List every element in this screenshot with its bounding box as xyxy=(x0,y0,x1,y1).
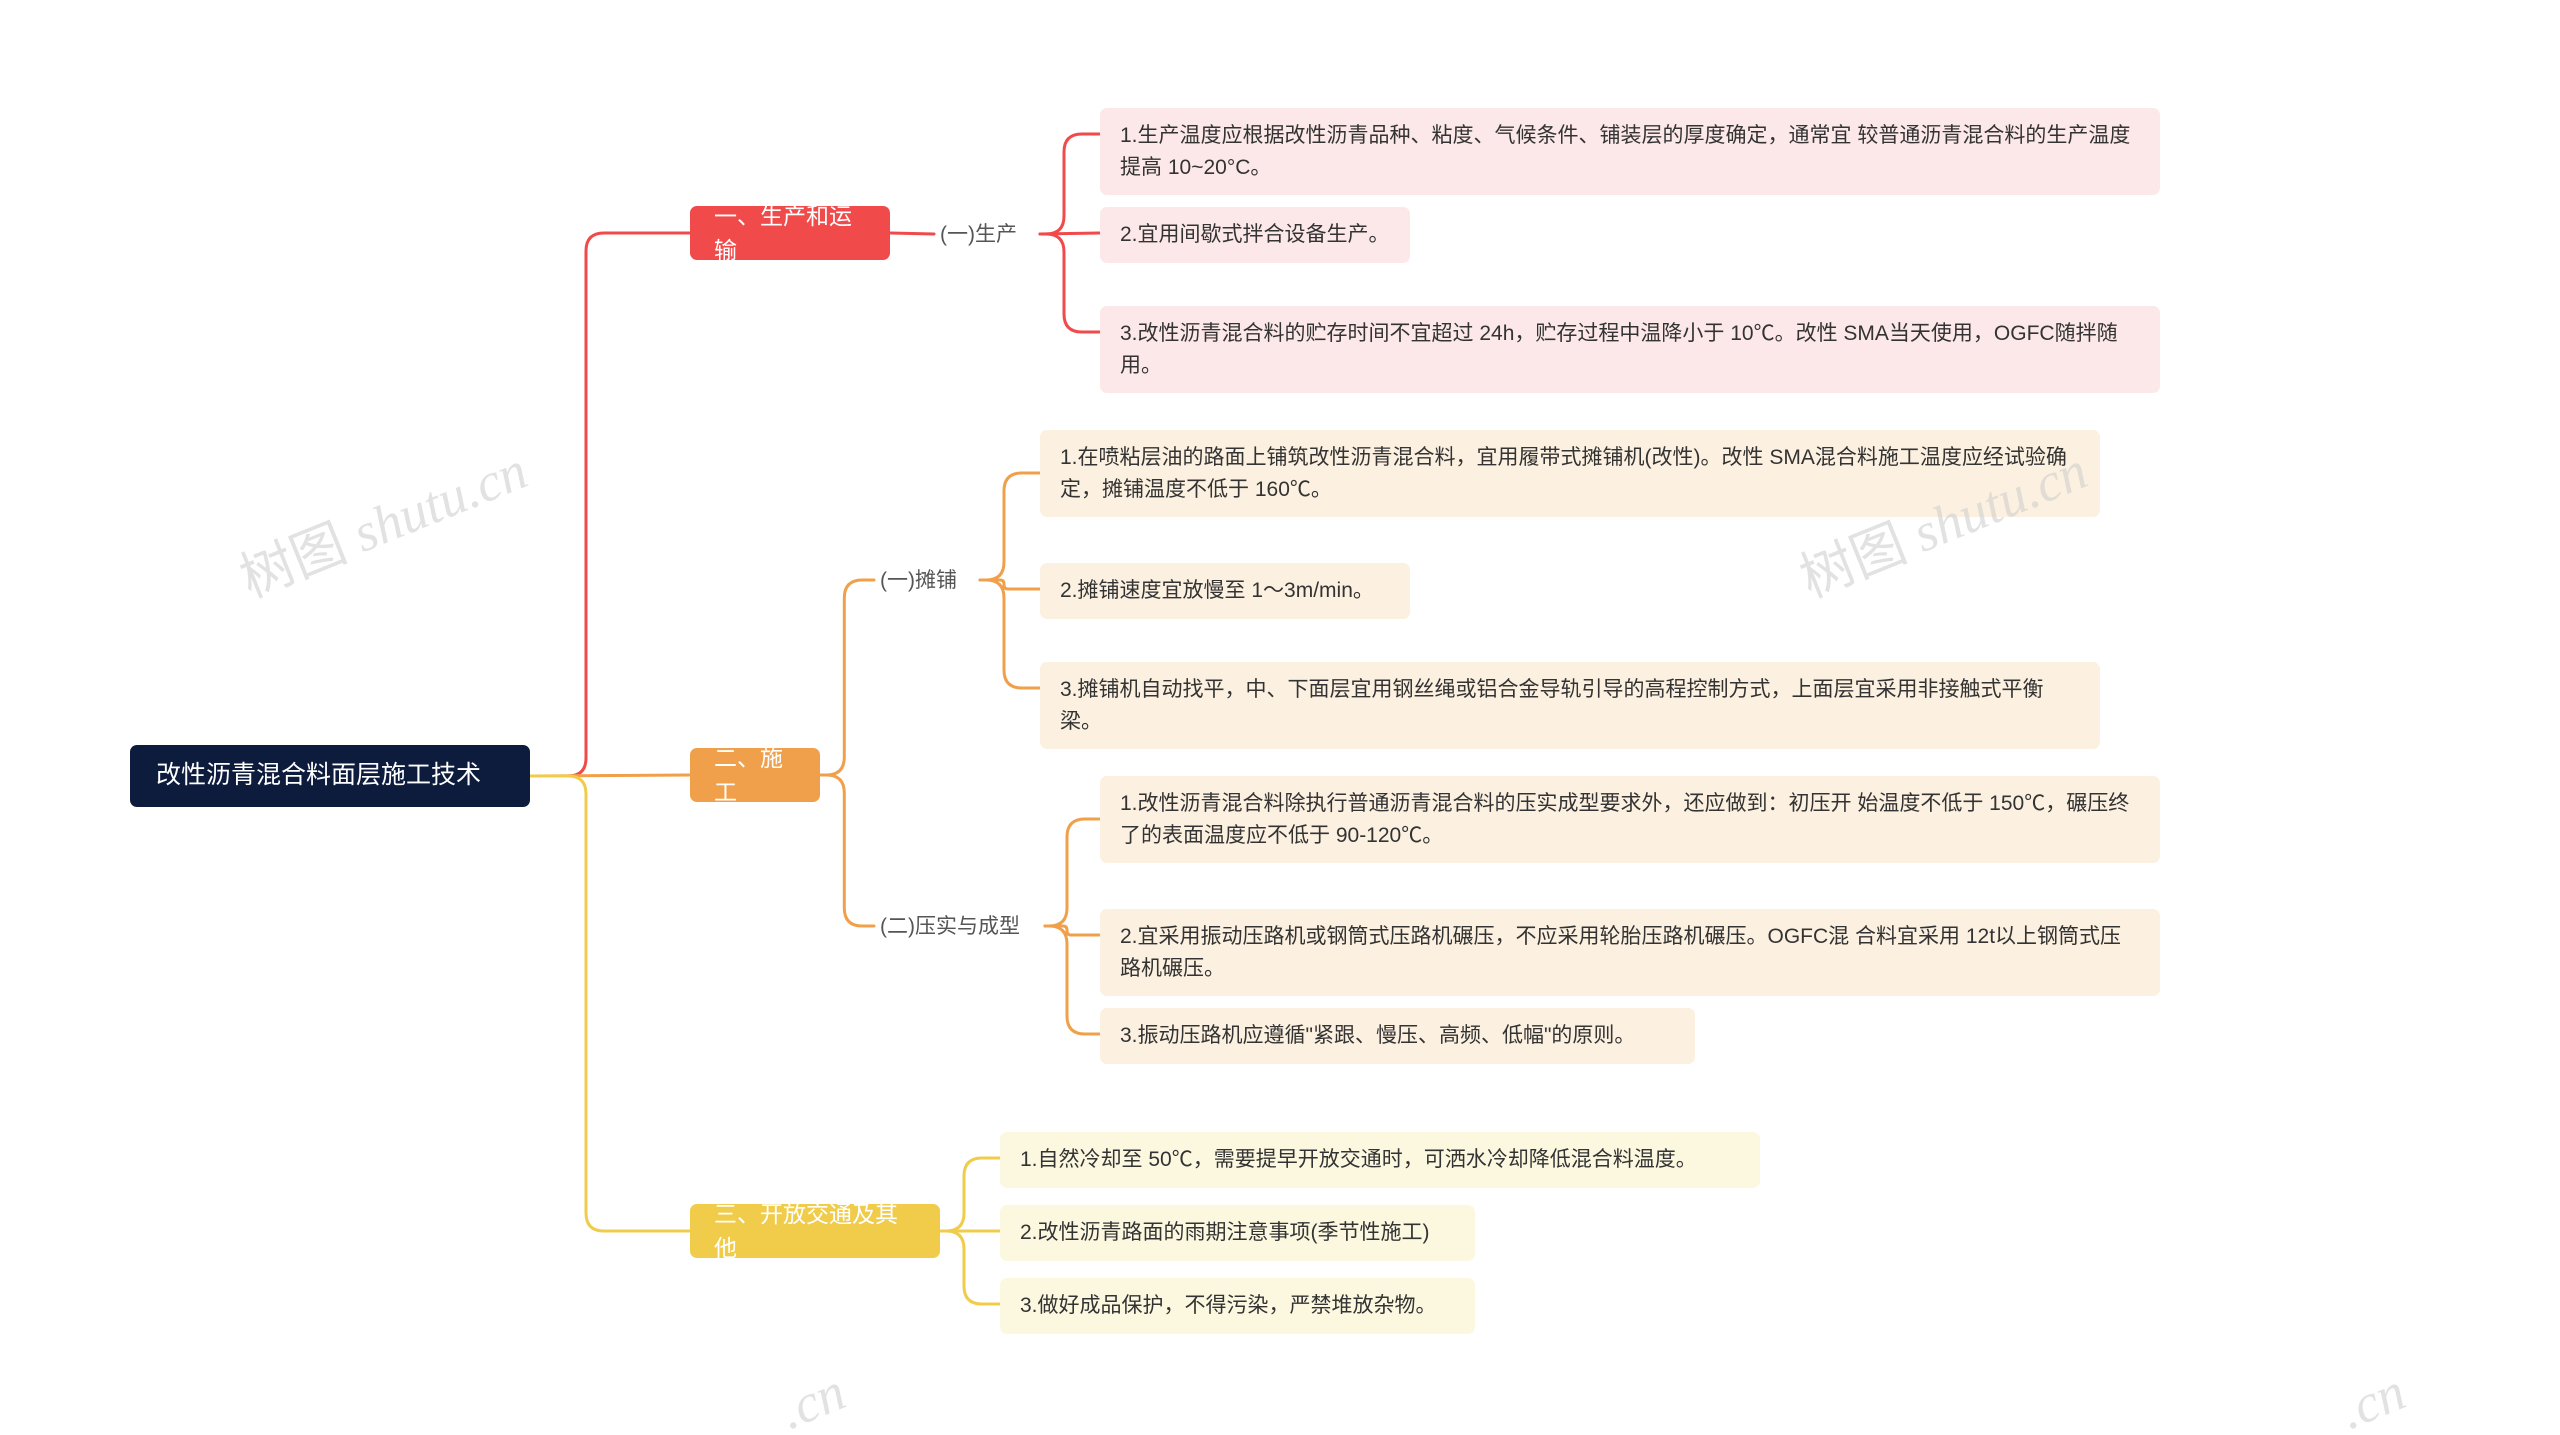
leaf-node: 1.自然冷却至 50℃，需要提早开放交通时，可洒水冷却降低混合料温度。 xyxy=(1000,1132,1760,1188)
leaf-node: 1.改性沥青混合料除执行普通沥青混合料的压实成型要求外，还应做到：初压开 始温度… xyxy=(1100,776,2160,863)
watermark: .cn xyxy=(2331,1360,2414,1435)
sub-label: (一)摊铺 xyxy=(880,564,957,594)
root-node[interactable]: 改性沥青混合料面层施工技术 xyxy=(130,745,530,807)
watermark: .cn xyxy=(771,1360,854,1435)
leaf-node: 1.在喷粘层油的路面上铺筑改性沥青混合料，宜用履带式摊铺机(改性)。改性 SMA… xyxy=(1040,430,2100,517)
watermark: 树图 shutu.cn xyxy=(226,426,537,613)
leaf-node: 3.摊铺机自动找平，中、下面层宜用钢丝绳或铝合金导轨引导的高程控制方式，上面层宜… xyxy=(1040,662,2100,749)
branch-node[interactable]: 三、开放交通及其他 xyxy=(690,1204,940,1258)
leaf-node: 2.宜用间歇式拌合设备生产。 xyxy=(1100,207,1410,263)
leaf-node: 3.做好成品保护，不得污染，严禁堆放杂物。 xyxy=(1000,1278,1475,1334)
leaf-node: 2.改性沥青路面的雨期注意事项(季节性施工) xyxy=(1000,1205,1475,1261)
sub-label: (二)压实与成型 xyxy=(880,910,1020,940)
branch-node[interactable]: 二、施工 xyxy=(690,748,820,802)
leaf-node: 3.改性沥青混合料的贮存时间不宜超过 24h，贮存过程中温降小于 10℃。改性 … xyxy=(1100,306,2160,393)
leaf-node: 1.生产温度应根据改性沥青品种、粘度、气候条件、铺装层的厚度确定，通常宜 较普通… xyxy=(1100,108,2160,195)
leaf-node: 2.宜采用振动压路机或钢筒式压路机碾压，不应采用轮胎压路机碾压。OGFC混 合料… xyxy=(1100,909,2160,996)
leaf-node: 2.摊铺速度宜放慢至 1～3m/min。 xyxy=(1040,563,1410,619)
branch-node[interactable]: 一、生产和运输 xyxy=(690,206,890,260)
sub-label: (一)生产 xyxy=(940,218,1017,248)
leaf-node: 3.振动压路机应遵循"紧跟、慢压、高频、低幅"的原则。 xyxy=(1100,1008,1695,1064)
